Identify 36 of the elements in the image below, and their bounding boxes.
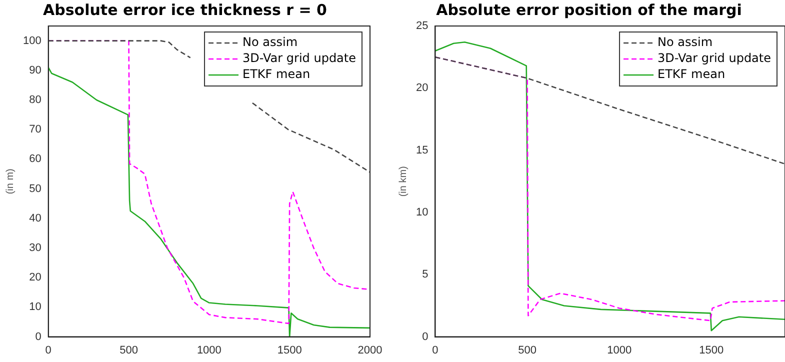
legend-label: 3D-Var grid update (242, 51, 356, 66)
y-tick-label: 15 (416, 144, 428, 156)
y-tick-label: 90 (29, 64, 42, 76)
y-tick-label: 0 (35, 330, 42, 343)
legend-label: ETKF mean (242, 67, 310, 82)
y-tick-label: 50 (29, 182, 42, 195)
y-tick-label: 40 (29, 212, 42, 224)
y-tick-label: 25 (416, 20, 428, 32)
legend-label: 3D-Var grid update (658, 51, 772, 66)
x-tick-label: 1000 (607, 344, 632, 356)
chart-title: Absolute error position of the margi (436, 0, 742, 19)
x-tick-label: 1500 (699, 344, 724, 356)
legend-label: No assim (658, 35, 713, 50)
x-tick-label: 2000 (358, 344, 382, 356)
y-tick-label: 0 (422, 330, 428, 343)
x-tick-label: 0 (45, 344, 52, 356)
legend-label: ETKF mean (658, 67, 726, 82)
y-tick-label: 30 (29, 242, 42, 254)
x-tick-label: 500 (518, 344, 536, 356)
y-tick-label: 5 (422, 268, 428, 281)
y-tick-label: 70 (29, 124, 42, 136)
x-tick-label: 500 (120, 344, 138, 356)
y-axis-title: (in m) (4, 168, 16, 194)
y-tick-label: 10 (416, 206, 428, 219)
y-tick-label: 60 (29, 153, 42, 166)
y-tick-label: 80 (29, 94, 42, 106)
legend-label: No assim (242, 35, 298, 50)
x-tick-label: 0 (432, 344, 438, 356)
chart-title: Absolute error ice thickness r = 0 (43, 0, 327, 19)
y-tick-label: 100 (22, 34, 42, 47)
y-axis-title: (in km) (398, 166, 409, 197)
y-tick-label: 10 (29, 301, 42, 314)
x-tick-label: 1500 (277, 344, 302, 356)
y-tick-label: 20 (29, 272, 42, 284)
y-tick-label: 20 (416, 82, 428, 94)
x-tick-label: 1000 (196, 344, 222, 356)
